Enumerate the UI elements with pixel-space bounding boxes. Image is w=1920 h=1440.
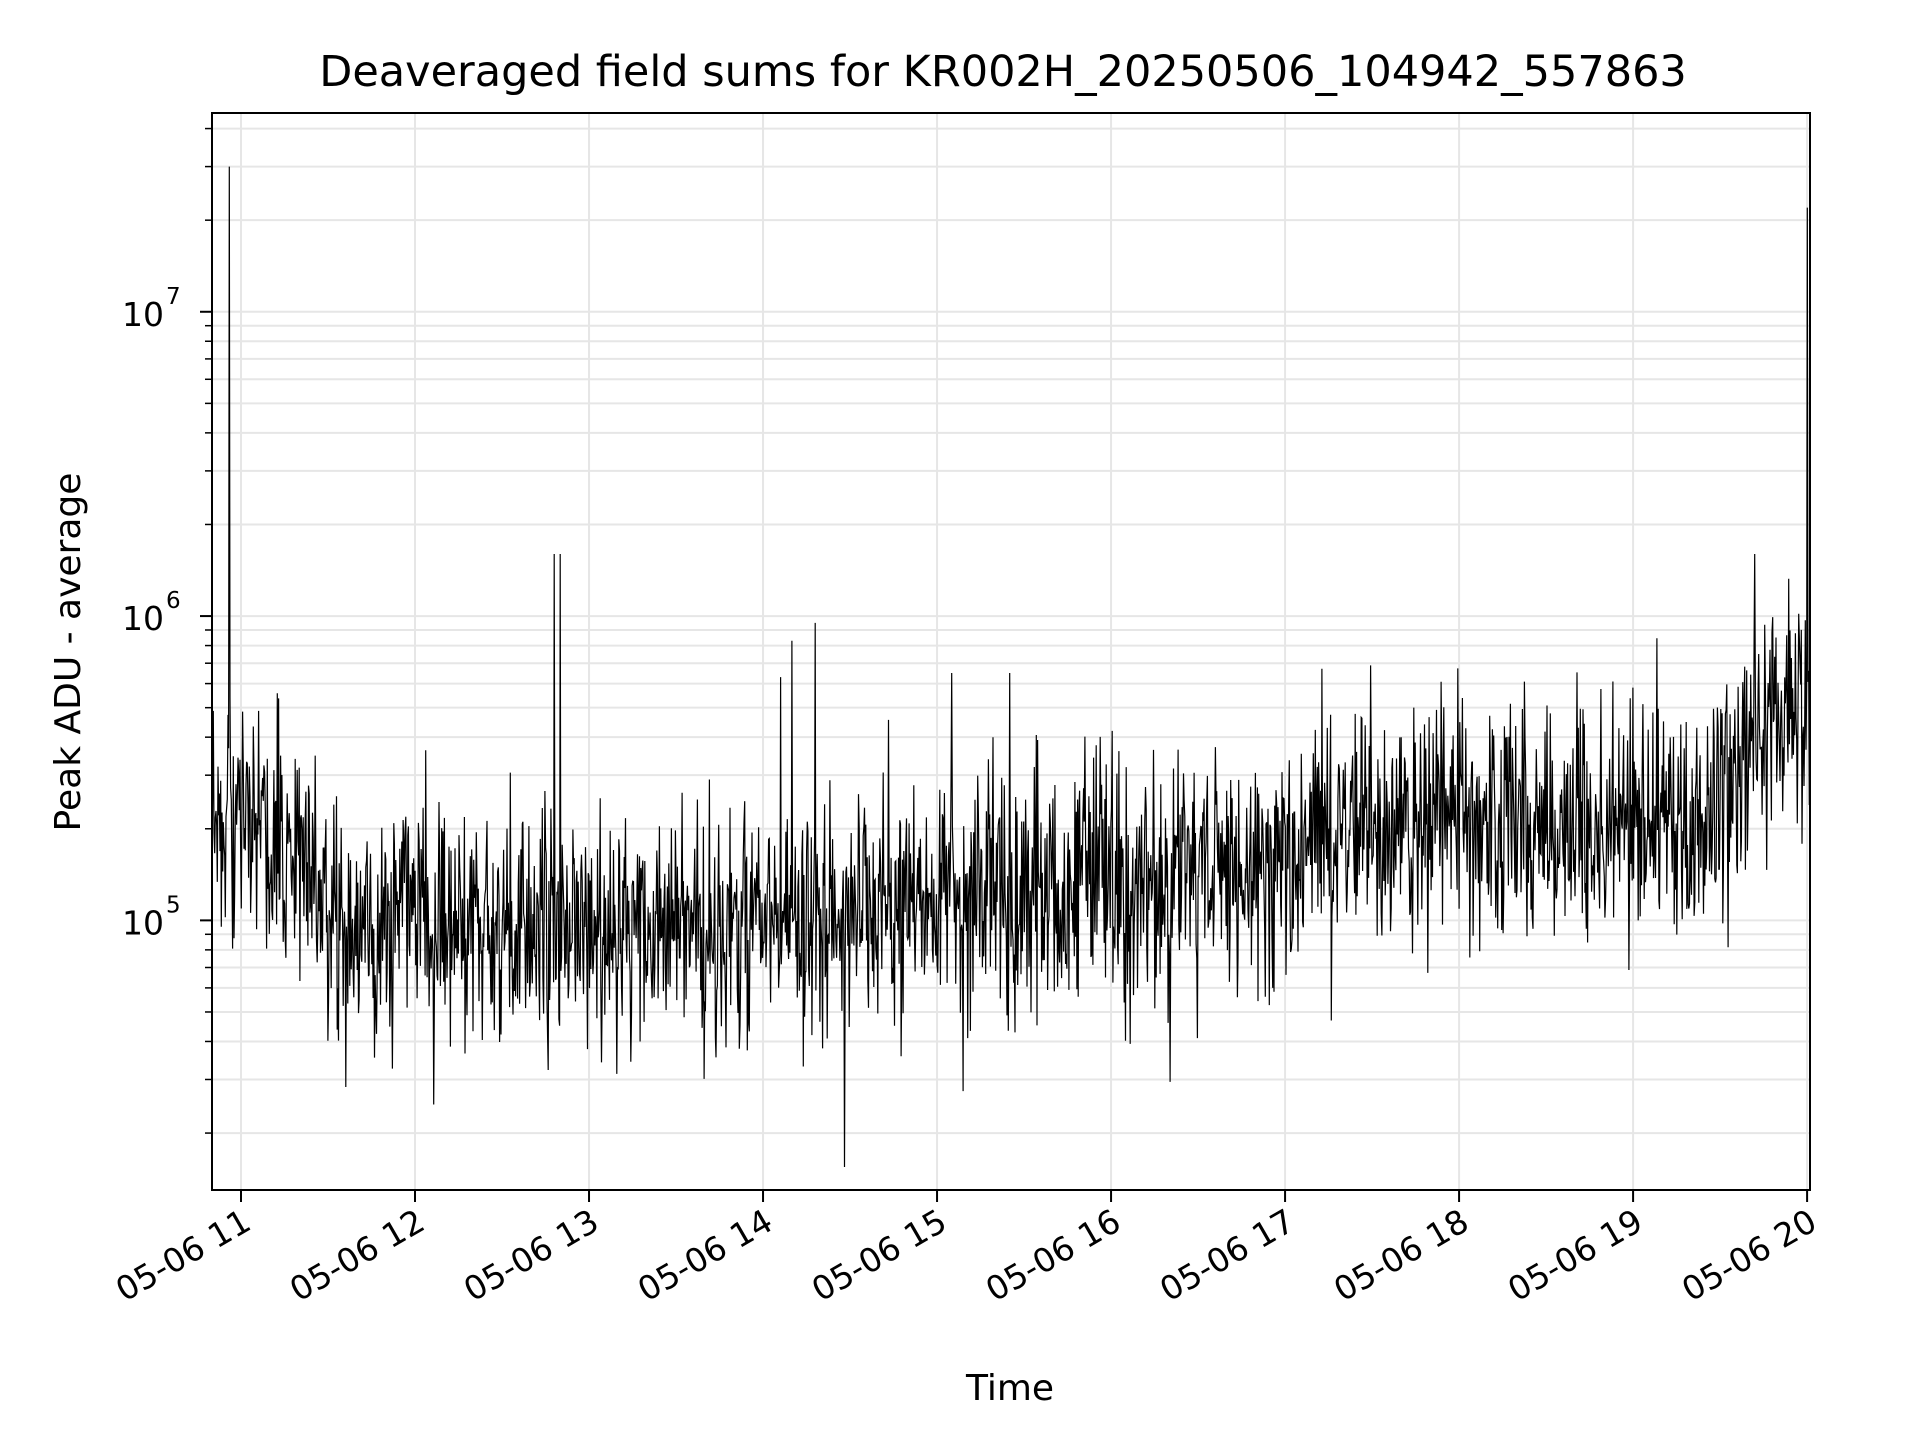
plot-frame <box>211 112 1811 1191</box>
y-tick-exponent: 6 <box>166 588 181 614</box>
y-tick-base: 10 <box>122 599 164 638</box>
series-line <box>211 166 1811 1168</box>
y-tick-exponent: 5 <box>166 892 181 918</box>
y-tick-base: 10 <box>122 903 164 942</box>
chart-title: Deaveraged field sums for KR002H_2025050… <box>319 47 1687 97</box>
y-tick-exponent: 7 <box>166 284 181 310</box>
y-tick-base: 10 <box>122 295 164 334</box>
series-path <box>211 166 1811 1168</box>
y-axis-label: Peak ADU - average <box>48 473 89 832</box>
x-axis-label: Time <box>965 1368 1054 1409</box>
